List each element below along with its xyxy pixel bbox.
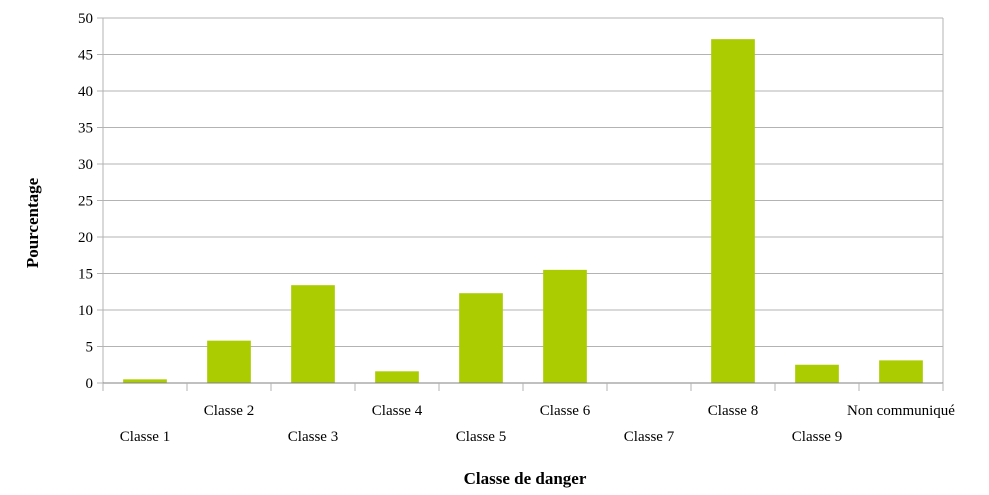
x-tick-label: Classe 6: [540, 403, 591, 419]
bar: [711, 39, 755, 384]
bar: [375, 371, 419, 383]
y-axis-title: Pourcentage: [23, 177, 42, 268]
x-tick-label: Classe 2: [204, 403, 254, 419]
y-tick-labels: 0 5 10 15 20 25 30 35 40 45 50: [78, 11, 93, 392]
bar: [291, 285, 335, 383]
x-tick-labels: Classe 1 Classe 2 Classe 3 Classe 4 Classe 5…: [120, 403, 956, 445]
bar: [879, 360, 923, 383]
x-tick-label: Non communiqué: [847, 403, 955, 419]
x-tick-label: Classe 5: [456, 429, 506, 445]
gridlines: [97, 17, 943, 384]
y-tick-label: 35: [78, 121, 93, 137]
y-tick-label: 40: [78, 84, 93, 100]
y-tick-label: 30: [78, 157, 93, 173]
x-tick-label: Classe 1: [120, 429, 170, 445]
x-tick-label: Classe 4: [372, 403, 423, 419]
axes: [102, 18, 944, 391]
y-tick-label: 5: [86, 340, 94, 356]
bar: [207, 340, 251, 383]
y-tick-label: 20: [78, 230, 93, 246]
bar: [123, 379, 167, 383]
bars: [123, 39, 923, 384]
x-tick-label: Classe 7: [624, 429, 675, 445]
y-tick-label: 45: [78, 48, 93, 64]
y-tick-label: 15: [78, 267, 93, 283]
bar: [795, 364, 839, 383]
y-tick-label: 50: [78, 11, 93, 27]
x-tick-label: Classe 9: [792, 429, 842, 445]
y-tick-label: 25: [78, 194, 93, 210]
y-tick-label: 10: [78, 303, 93, 319]
y-tick-label: 0: [86, 376, 94, 392]
x-tick-label: Classe 3: [288, 429, 338, 445]
x-tick-label: Classe 8: [708, 403, 758, 419]
bar: [543, 269, 587, 383]
bar: [459, 293, 503, 383]
x-axis-title: Classe de danger: [464, 469, 587, 488]
